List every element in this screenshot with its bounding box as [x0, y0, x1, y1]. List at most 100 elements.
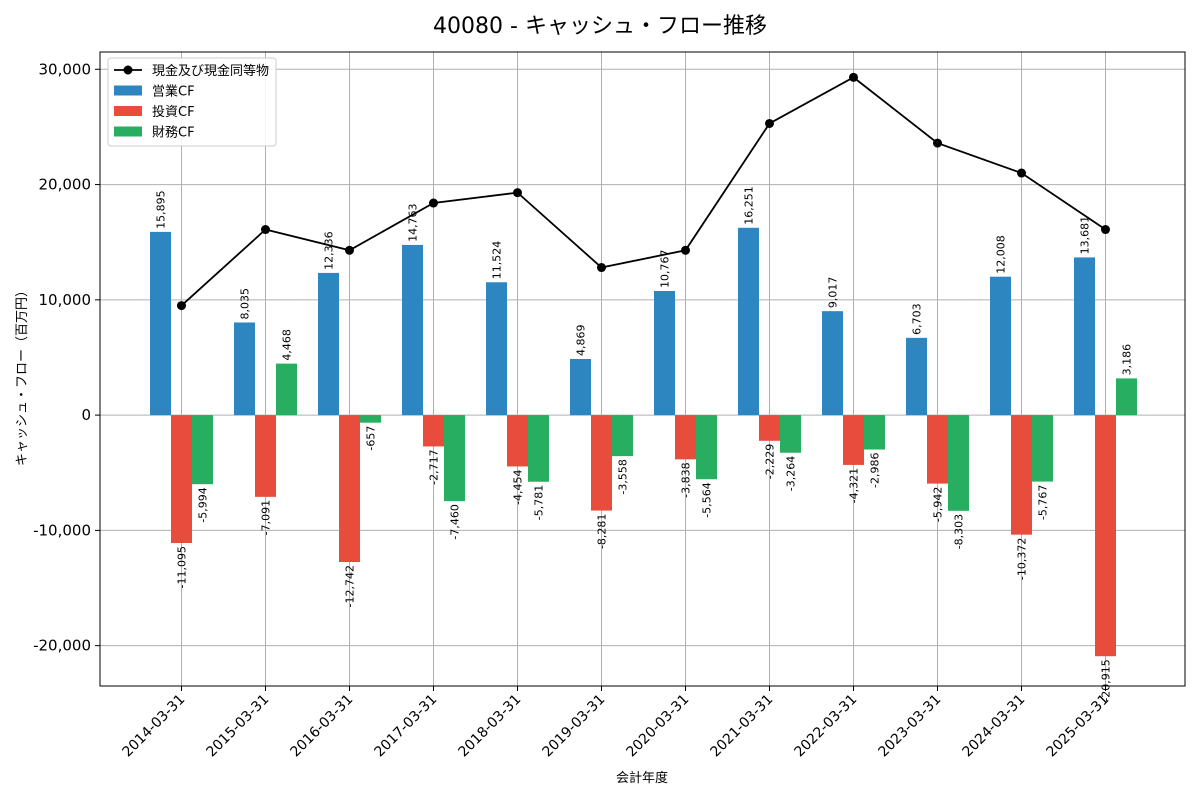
bar-value-label: 3,186: [1121, 344, 1134, 376]
line-point: [513, 188, 522, 198]
bar-財務CF: [612, 415, 633, 457]
plot-frame: [99, 51, 1186, 687]
bar-value-label: -10,372: [1016, 538, 1029, 580]
bar-財務CF: [1032, 415, 1053, 482]
legend-box: [107, 57, 277, 147]
bar-投資CF: [339, 415, 360, 562]
bar-value-label: 14,763: [407, 203, 420, 242]
bar-layer: [150, 227, 1137, 657]
legend-swatch: [114, 126, 142, 137]
bar-財務CF: [528, 415, 549, 482]
bar-営業CF: [906, 337, 927, 416]
y-tick-label: 30,000: [39, 60, 92, 78]
bar-投資CF: [1095, 415, 1116, 657]
bar-value-label: -657: [365, 426, 378, 451]
bar-value-label: 11,524: [491, 241, 504, 280]
bar-value-label: -4,454: [512, 469, 525, 504]
line-point: [177, 301, 186, 311]
bar-営業CF: [738, 227, 759, 416]
bar-営業CF: [402, 244, 423, 416]
line-point: [1017, 168, 1026, 178]
bar-投資CF: [927, 415, 948, 484]
legend-label: 財務CF: [152, 126, 195, 141]
bar-value-label: -5,564: [701, 482, 714, 517]
bar-財務CF: [948, 415, 969, 511]
bar-投資CF: [507, 415, 528, 467]
bar-value-label: 15,895: [155, 190, 168, 229]
bar-value-label: -5,781: [533, 485, 546, 520]
chart-title: 40080 - キャッシュ・フロー推移: [433, 14, 767, 39]
bar-財務CF: [192, 415, 213, 485]
bar-value-label: 10,767: [659, 249, 672, 288]
bar-value-label: -4,321: [848, 468, 861, 503]
bar-value-label: -7,091: [260, 500, 273, 535]
bar-value-label: -11,095: [176, 546, 189, 588]
bar-投資CF: [1011, 415, 1032, 535]
bar-value-label: -3,838: [680, 462, 693, 497]
line-point: [345, 245, 354, 255]
bar-投資CF: [759, 415, 780, 441]
bar-財務CF: [864, 415, 885, 450]
bar-投資CF: [171, 415, 192, 544]
bar-営業CF: [1074, 257, 1095, 416]
bar-value-label: 12,008: [995, 235, 1008, 274]
y-tick-label: -20,000: [33, 637, 91, 655]
bar-value-label: 12,336: [323, 231, 336, 270]
line-現金及び現金同等物: [180, 76, 1107, 307]
bar-value-label: -12,742: [344, 565, 357, 607]
y-tick-label: -10,000: [33, 521, 91, 539]
bar-営業CF: [150, 231, 171, 416]
bar-value-label: -3,264: [785, 456, 798, 491]
bar-value-label: 16,251: [743, 186, 756, 225]
bar-財務CF: [1116, 378, 1137, 416]
bar-投資CF: [591, 415, 612, 511]
bar-value-label: -5,767: [1037, 485, 1050, 520]
bar-投資CF: [423, 415, 444, 447]
bar-営業CF: [654, 290, 675, 416]
line-point: [933, 138, 942, 148]
bar-投資CF: [675, 415, 696, 460]
bar-投資CF: [843, 415, 864, 465]
x-axis-title: 会計年度: [616, 770, 668, 786]
legend-swatch-marker: [123, 65, 133, 75]
bar-財務CF: [360, 415, 381, 423]
bar-value-label: -3,558: [617, 459, 630, 494]
line-point: [261, 225, 270, 235]
bar-value-label: -5,942: [932, 487, 945, 522]
bar-value-label: -20,915: [1100, 659, 1113, 701]
legend-swatch: [114, 106, 142, 116]
bar-財務CF: [780, 415, 801, 453]
bar-value-label: 9,017: [827, 277, 840, 309]
bar-value-label: 4,869: [575, 324, 588, 356]
line-point: [765, 118, 774, 128]
y-tick-label: 0: [81, 406, 91, 424]
bar-value-label: 13,681: [1079, 216, 1092, 255]
y-tick-label: 10,000: [39, 291, 92, 309]
bar-財務CF: [276, 363, 297, 416]
legend-label: 営業CF: [152, 84, 195, 100]
bar-value-label: -2,229: [764, 444, 777, 479]
bar-営業CF: [486, 282, 507, 416]
bar-財務CF: [696, 415, 717, 480]
bar-営業CF: [570, 358, 591, 416]
legend-label: 投資CF: [152, 104, 195, 120]
legend-label: 現金及び現金同等物: [152, 63, 269, 79]
bar-value-label: -2,717: [428, 449, 441, 484]
bar-value-label: -2,986: [869, 453, 882, 488]
bar-営業CF: [318, 272, 339, 416]
line-point: [597, 263, 606, 273]
bar-value-label: 6,703: [911, 303, 924, 335]
bar-value-label: -7,460: [449, 504, 462, 539]
bar-value-label: 8,035: [239, 288, 252, 320]
label-layer: 15,895 8,035 12,336 14,763 11,524 4,869 10,767…: [155, 186, 1134, 701]
bar-value-label: 4,468: [281, 329, 294, 361]
bar-value-label: -5,994: [197, 487, 210, 522]
bar-投資CF: [255, 415, 276, 497]
line-point: [1101, 225, 1110, 235]
bar-value-label: -8,281: [596, 514, 609, 549]
line-point: [681, 245, 690, 255]
bar-営業CF: [822, 311, 843, 416]
